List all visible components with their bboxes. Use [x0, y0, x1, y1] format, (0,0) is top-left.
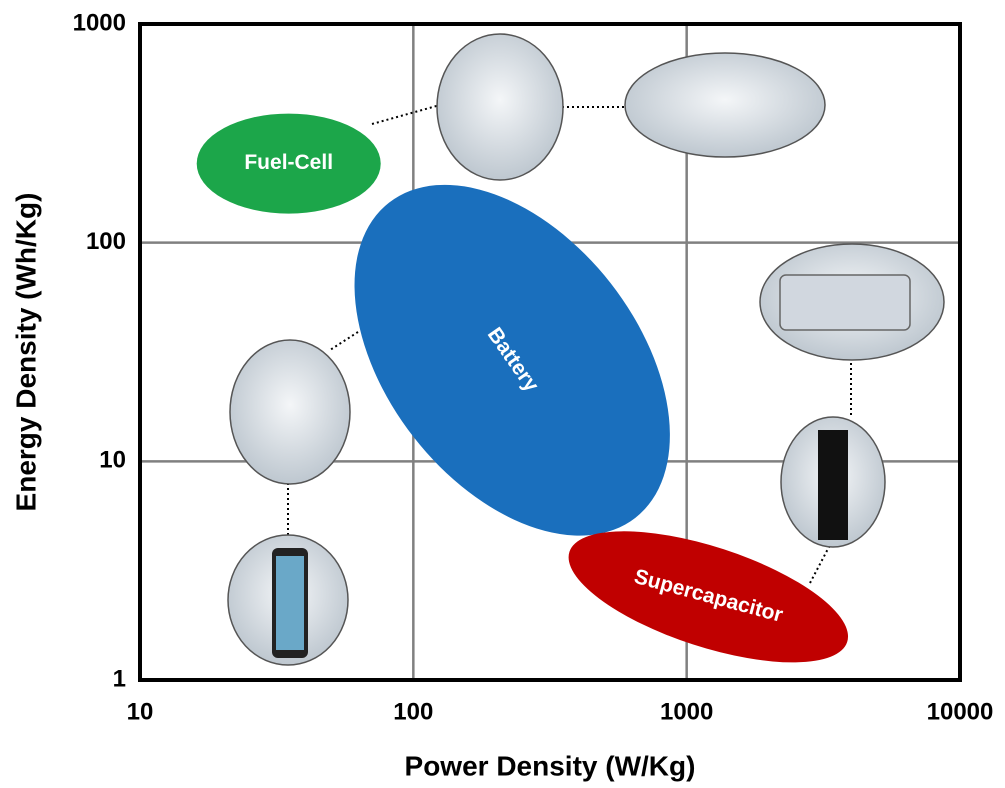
x-axis-title: Power Density (W/Kg)	[405, 750, 696, 781]
region	[568, 531, 849, 663]
region	[354, 184, 670, 536]
y-tick-label: 10	[99, 447, 126, 474]
plot-frame	[138, 22, 962, 682]
illustrations	[227, 33, 945, 666]
y-axis-title: Energy Density (Wh/Kg)	[10, 193, 41, 512]
x-tick-label: 10	[127, 698, 154, 725]
region-label: Fuel-Cell	[244, 151, 333, 174]
x-tick-label: 1000	[660, 698, 713, 725]
x-tick-label: 10000	[927, 698, 994, 725]
y-tick-label: 1	[113, 665, 126, 692]
region	[196, 113, 381, 214]
y-tick-label: 100	[86, 228, 126, 255]
y-tick-label: 1000	[73, 9, 126, 36]
x-tick-label: 100	[393, 698, 433, 725]
